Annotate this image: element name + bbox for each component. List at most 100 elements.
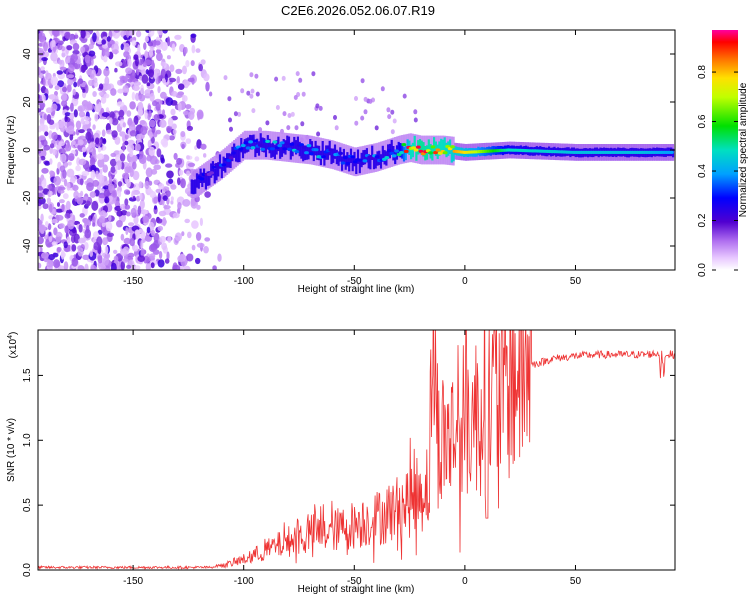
noise-blob: [144, 89, 152, 97]
noise-blob: [255, 91, 260, 97]
noise-blob: [137, 205, 142, 215]
noise-blob: [70, 102, 74, 112]
noise-blob: [203, 73, 210, 82]
y-tick-label: -20: [22, 190, 33, 205]
noise-blob: [168, 77, 177, 83]
noise-blob: [156, 52, 163, 62]
noise-blob: [64, 212, 71, 219]
noise-blob: [125, 67, 133, 75]
noise-blob: [182, 199, 191, 207]
ridge-core: [360, 161, 365, 166]
ridge-core: [425, 149, 431, 153]
noise-blob: [111, 118, 119, 126]
ridge-core: [399, 151, 404, 155]
noise-blob: [153, 196, 159, 204]
noise-blob: [109, 40, 116, 45]
noise-blob: [390, 129, 395, 135]
noise-blob: [146, 82, 151, 87]
noise-blob: [166, 190, 171, 198]
noise-blob: [165, 97, 174, 106]
noise-blob: [195, 232, 202, 241]
noise-blob: [157, 225, 163, 232]
noise-blob: [60, 250, 65, 260]
ridge-band: [355, 159, 358, 174]
noise-blob: [150, 229, 156, 237]
y-tick-label: 0.5: [22, 498, 33, 512]
noise-blob: [53, 227, 58, 236]
noise-blob: [59, 66, 67, 71]
y-tick-label: 0: [22, 147, 33, 153]
noise-blob: [162, 30, 168, 34]
snr-ylabel: SNR (10 * v/v): [6, 418, 17, 482]
noise-blob: [38, 177, 42, 186]
noise-blob: [73, 190, 80, 200]
noise-blob: [380, 86, 385, 92]
noise-blob: [85, 225, 90, 234]
ridge-band: [452, 146, 455, 162]
noise-blob: [38, 47, 44, 55]
noise-blob: [92, 32, 97, 43]
ridge-core: [287, 147, 292, 151]
noise-blob: [75, 165, 81, 172]
noise-blob: [132, 170, 140, 181]
noise-blob: [73, 109, 78, 118]
noise-blob: [80, 118, 85, 125]
noise-blob: [191, 244, 196, 251]
noise-blob: [387, 114, 392, 120]
y-tick-label: 20: [22, 96, 33, 108]
noise-blob: [167, 236, 172, 243]
noise-blob: [149, 155, 158, 165]
noise-blob: [68, 64, 75, 74]
noise-blob: [286, 125, 291, 131]
y-tick-label: 1.5: [22, 368, 33, 382]
ridge-band: [291, 141, 294, 157]
ridge-core: [301, 145, 307, 149]
noise-blob: [120, 233, 125, 241]
noise-blob: [178, 169, 184, 176]
ridge-band: [351, 156, 354, 172]
noise-blob: [162, 109, 165, 116]
noise-blob: [58, 223, 65, 229]
noise-blob: [98, 101, 102, 110]
noise-blob: [126, 30, 130, 38]
noise-blob: [41, 180, 47, 189]
noise-blob: [186, 170, 191, 176]
noise-blob: [275, 105, 280, 110]
noise-blob: [92, 231, 100, 240]
noise-blob: [81, 170, 90, 177]
noise-blob: [184, 265, 191, 270]
noise-blob: [160, 61, 166, 67]
noise-blob: [101, 39, 106, 45]
ridge-band: [247, 137, 250, 152]
ridge-core: [418, 149, 424, 153]
noise-blob: [129, 130, 137, 137]
noise-blob: [116, 101, 125, 107]
noise-blob: [186, 253, 194, 262]
ridge-band: [298, 141, 301, 157]
ridge-band: [289, 145, 292, 160]
snr-panel: -150 -100 -50 0 50 0.0 0.5 1.0 1.5 Height of str…: [6, 329, 676, 595]
ridge-band: [434, 141, 437, 156]
noise-blob: [78, 158, 87, 166]
noise-blob: [118, 109, 125, 118]
noise-blob: [77, 265, 85, 270]
noise-blob: [51, 208, 57, 215]
noise-blob: [135, 92, 140, 102]
noise-blob: [98, 264, 106, 270]
ridge-band: [233, 143, 236, 158]
noise-blob: [141, 74, 149, 84]
noise-blob: [148, 49, 154, 58]
noise-blob: [38, 66, 41, 76]
colorbar-tick-label: 0.0: [697, 263, 708, 277]
noise-blob: [149, 92, 155, 102]
snr-axes: -150 -100 -50 0 50 0.0 0.5 1.0 1.5: [22, 330, 675, 587]
noise-blob: [93, 77, 98, 84]
ridge-band: [194, 179, 197, 194]
noise-blob: [49, 143, 55, 149]
noise-blob: [49, 158, 53, 165]
noise-blob: [136, 69, 140, 76]
noise-blob: [171, 123, 177, 130]
colorbar-tick-label: 0.2: [697, 213, 708, 227]
noise-blob: [168, 135, 175, 141]
noise-blob: [46, 260, 54, 268]
